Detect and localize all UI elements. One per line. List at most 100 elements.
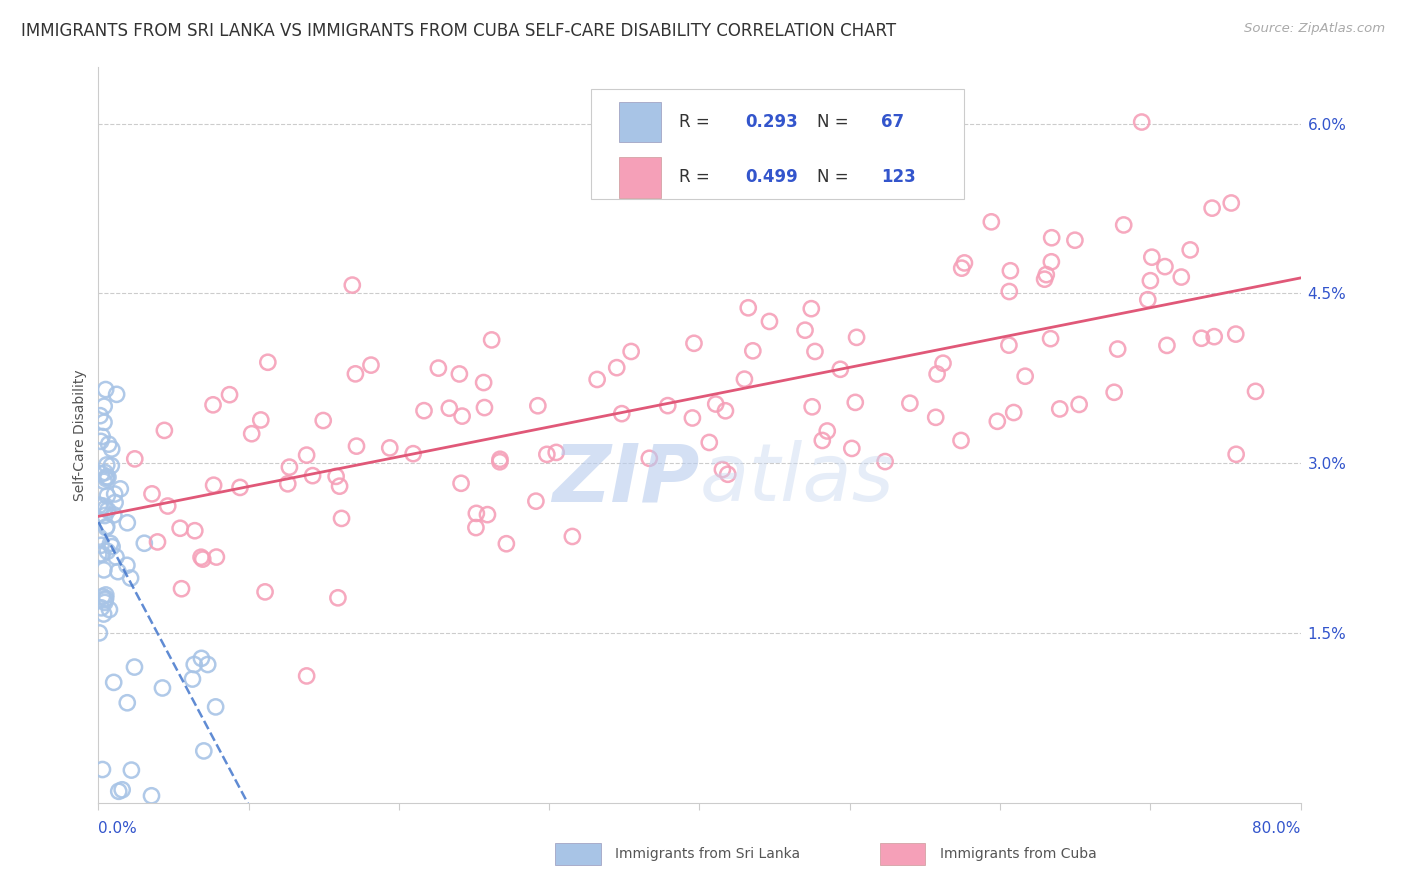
- Point: [110, 482, 132, 496]
- Point: [451, 409, 474, 423]
- Point: [87, 548, 110, 562]
- Point: [360, 358, 382, 372]
- Text: 80.0%: 80.0%: [1253, 822, 1301, 837]
- Point: [481, 333, 503, 347]
- Point: [841, 442, 863, 456]
- Text: R =: R =: [679, 113, 716, 131]
- Point: [1002, 405, 1025, 419]
- Point: [202, 478, 225, 492]
- Point: [94, 592, 117, 607]
- Point: [170, 582, 193, 596]
- Point: [495, 537, 517, 551]
- Point: [610, 407, 633, 421]
- Point: [711, 462, 734, 476]
- Text: ZIP: ZIP: [553, 440, 699, 518]
- Point: [257, 355, 280, 369]
- Point: [489, 455, 512, 469]
- Point: [94, 508, 117, 523]
- Point: [90, 434, 112, 449]
- Point: [94, 501, 117, 516]
- Point: [89, 530, 111, 544]
- Text: 0.293: 0.293: [745, 113, 799, 131]
- Point: [1040, 255, 1063, 269]
- Point: [117, 516, 139, 530]
- Point: [153, 424, 176, 438]
- Point: [193, 744, 215, 758]
- Point: [107, 784, 129, 798]
- Point: [277, 476, 299, 491]
- Point: [117, 696, 139, 710]
- Point: [100, 458, 122, 473]
- Point: [97, 437, 120, 451]
- Point: [1189, 331, 1212, 345]
- Point: [120, 763, 142, 777]
- Point: [465, 507, 488, 521]
- Point: [932, 356, 955, 370]
- Text: 67: 67: [882, 113, 904, 131]
- Point: [546, 445, 568, 459]
- Point: [96, 544, 118, 558]
- Point: [378, 441, 401, 455]
- Point: [89, 626, 111, 640]
- Point: [278, 460, 301, 475]
- Point: [741, 343, 763, 358]
- FancyBboxPatch shape: [592, 89, 965, 200]
- Point: [794, 323, 817, 337]
- Point: [657, 399, 679, 413]
- Point: [844, 395, 866, 409]
- Point: [91, 547, 114, 561]
- Text: IMMIGRANTS FROM SRI LANKA VS IMMIGRANTS FROM CUBA SELF-CARE DISABILITY CORRELATI: IMMIGRANTS FROM SRI LANKA VS IMMIGRANTS …: [21, 22, 896, 40]
- Point: [1244, 384, 1267, 399]
- Point: [98, 602, 121, 616]
- Point: [105, 387, 128, 401]
- Point: [134, 536, 156, 550]
- Text: R =: R =: [679, 169, 716, 186]
- Text: 0.499: 0.499: [745, 169, 799, 186]
- Point: [1136, 293, 1159, 307]
- Point: [1049, 401, 1071, 416]
- Point: [683, 336, 706, 351]
- Point: [141, 487, 163, 501]
- Point: [107, 565, 129, 579]
- Point: [146, 535, 169, 549]
- Point: [681, 411, 703, 425]
- Point: [156, 499, 179, 513]
- Point: [346, 439, 368, 453]
- Point: [90, 600, 112, 615]
- Point: [124, 660, 146, 674]
- Point: [1130, 115, 1153, 129]
- Point: [94, 591, 117, 606]
- Point: [1102, 385, 1125, 400]
- Text: Source: ZipAtlas.com: Source: ZipAtlas.com: [1244, 22, 1385, 36]
- Text: 123: 123: [882, 169, 915, 186]
- Point: [986, 414, 1008, 428]
- Point: [97, 503, 120, 517]
- Point: [733, 372, 755, 386]
- Point: [638, 451, 661, 466]
- Text: 0.0%: 0.0%: [98, 822, 138, 837]
- Point: [714, 404, 737, 418]
- Point: [1156, 338, 1178, 352]
- Point: [620, 344, 643, 359]
- Point: [950, 261, 973, 276]
- Point: [1040, 231, 1063, 245]
- FancyBboxPatch shape: [619, 102, 661, 143]
- Point: [402, 447, 425, 461]
- Point: [329, 479, 352, 493]
- Point: [1225, 447, 1247, 461]
- Point: [105, 549, 128, 564]
- Point: [606, 360, 628, 375]
- Point: [96, 519, 118, 533]
- Point: [100, 536, 122, 550]
- Point: [90, 538, 112, 552]
- Point: [191, 552, 214, 566]
- Point: [101, 540, 124, 554]
- Point: [94, 383, 117, 397]
- Point: [1033, 272, 1056, 286]
- Point: [1069, 397, 1091, 411]
- Point: [91, 590, 114, 604]
- Point: [190, 651, 212, 665]
- Point: [1014, 369, 1036, 384]
- Point: [204, 699, 226, 714]
- Point: [91, 429, 114, 443]
